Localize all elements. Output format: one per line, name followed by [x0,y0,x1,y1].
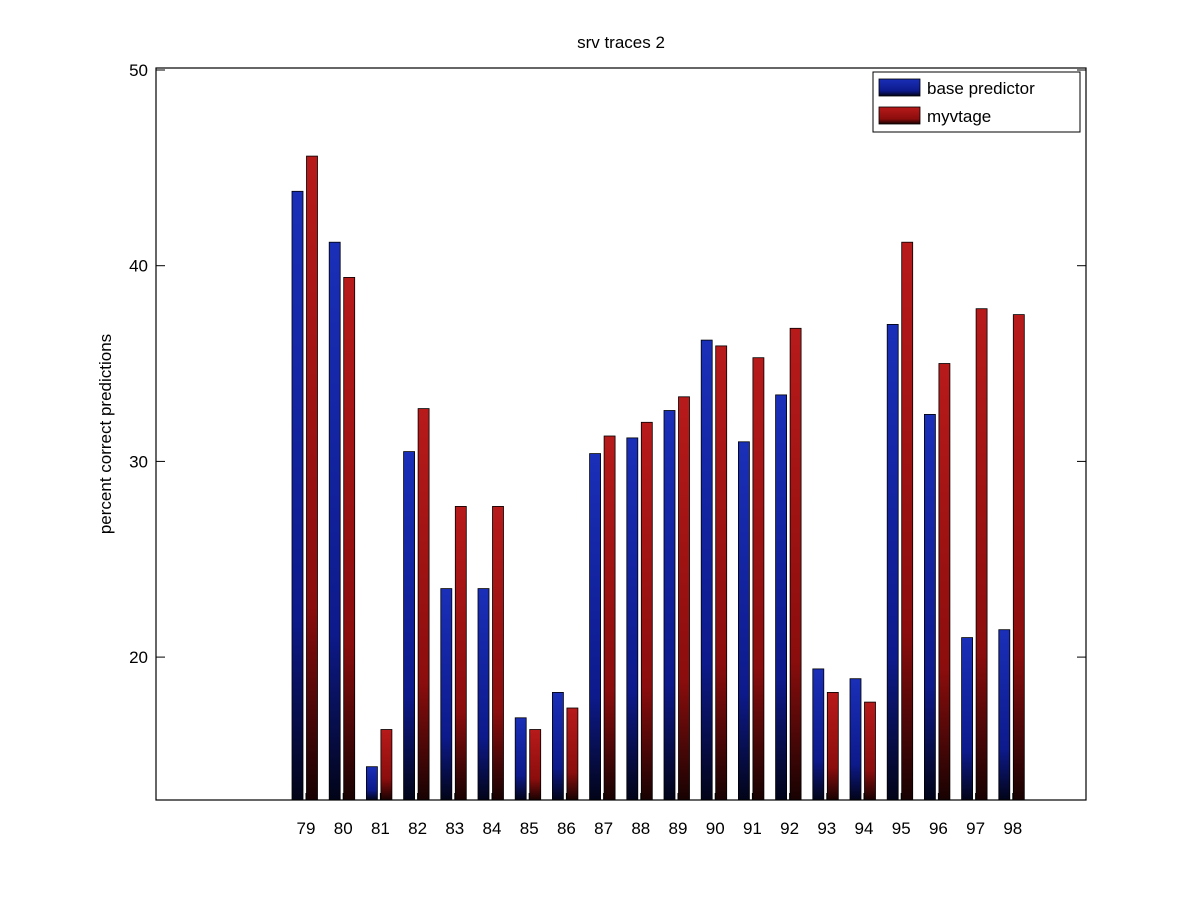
bar-base-predictor-81 [365,766,378,801]
x-tick-label-84: 84 [483,819,502,838]
x-tick-label-79: 79 [297,819,316,838]
bar-base-predictor-90 [700,339,713,801]
x-tick-label-97: 97 [966,819,985,838]
legend-label-base-predictor: base predictor [927,79,1035,98]
bar-base-predictor-94 [849,678,862,801]
bar-myvtage-85 [529,729,542,801]
bar-base-predictor-93 [812,668,825,801]
y-axis-label: percent correct predictions [96,334,115,534]
x-tick-label-87: 87 [594,819,613,838]
x-tick-label-93: 93 [817,819,836,838]
bar-base-predictor-82 [403,451,416,801]
ticks-layer: 79 80 81 82 83 84 85 86 87 88 89 90 91 92 93 94 95 96 97 98… [129,61,1086,838]
x-tick-label-98: 98 [1003,819,1022,838]
plot-frame [155,67,1087,801]
x-tick-label-91: 91 [743,819,762,838]
bar-myvtage-91 [752,357,765,801]
x-tick-label-90: 90 [706,819,725,838]
bar-base-predictor-87 [589,453,601,801]
x-tick-label-83: 83 [445,819,464,838]
bar-base-predictor-83 [440,588,453,801]
bar-myvtage-82 [417,408,430,801]
x-tick-label-86: 86 [557,819,576,838]
legend-swatch-base-predictor [878,78,921,97]
x-tick-label-94: 94 [855,819,874,838]
bar-base-predictor-96 [924,413,936,801]
bar-myvtage-79 [306,155,318,801]
bar-base-predictor-79 [291,190,304,801]
bar-myvtage-97 [975,308,988,801]
y-tick-label-50: 50 [129,61,148,80]
bar-myvtage-89 [678,396,690,801]
bar-myvtage-88 [640,421,653,801]
bar-base-predictor-97 [961,637,973,801]
bar-myvtage-96 [938,363,951,801]
bar-myvtage-80 [343,276,356,801]
legend-swatch-myvtage [878,106,921,125]
y-tick-label-30: 30 [129,452,148,471]
bar-base-predictor-91 [738,441,750,801]
x-tick-label-92: 92 [780,819,799,838]
x-tick-label-88: 88 [631,819,650,838]
bar-myvtage-94 [864,701,876,801]
y-tick-label-40: 40 [129,257,148,276]
bar-base-predictor-86 [552,692,564,801]
x-tick-label-96: 96 [929,819,948,838]
legend: base predictor myvtage [872,71,1081,133]
x-tick-label-95: 95 [892,819,911,838]
x-tick-label-89: 89 [669,819,688,838]
legend-label-myvtage: myvtage [927,107,991,126]
bar-myvtage-86 [566,707,579,801]
x-tick-label-85: 85 [520,819,539,838]
bar-myvtage-87 [603,435,616,801]
x-tick-label-82: 82 [408,819,427,838]
y-tick-label-20: 20 [129,648,148,667]
bar-base-predictor-88 [626,437,639,801]
bar-myvtage-93 [826,692,839,801]
x-tick-label-81: 81 [371,819,390,838]
bar-base-predictor-84 [477,588,490,801]
bar-myvtage-95 [901,241,914,801]
bars-layer [291,155,1025,801]
bar-myvtage-92 [789,327,802,801]
chart-title: srv traces 2 [577,33,665,52]
bar-base-predictor-80 [328,241,341,801]
bar-base-predictor-92 [775,394,787,801]
bar-base-predictor-85 [514,717,527,801]
bar-base-predictor-98 [998,629,1011,801]
bar-base-predictor-89 [663,410,676,801]
bar-myvtage-98 [1012,314,1025,801]
x-tick-label-80: 80 [334,819,353,838]
bar-myvtage-84 [492,505,504,801]
bar-myvtage-81 [380,729,393,801]
bar-myvtage-83 [454,505,467,801]
bar-base-predictor-95 [886,323,899,801]
bar-myvtage-90 [715,345,728,801]
